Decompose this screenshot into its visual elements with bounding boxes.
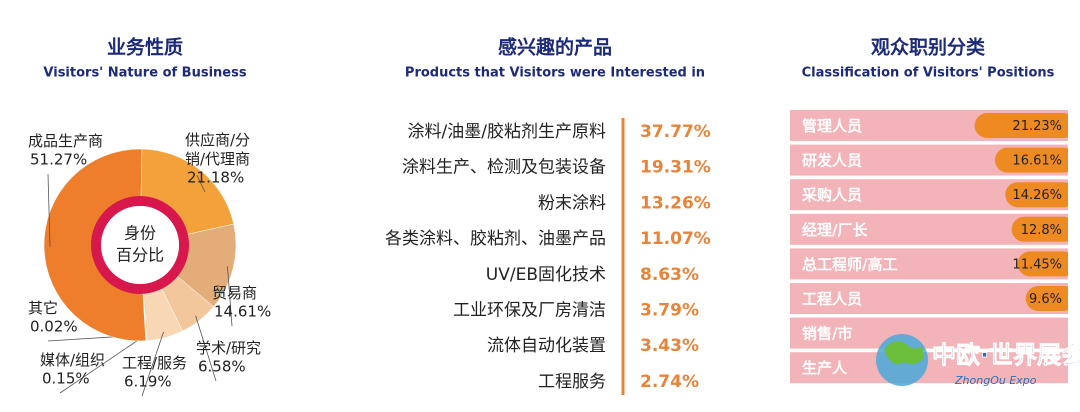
product-label: 工业环保及厂房清洁 [453, 301, 606, 321]
slice-label: 贸易商 [212, 284, 257, 302]
label-line: 媒体/组织 [40, 351, 105, 369]
product-label: 流体自动化装置 [487, 336, 606, 356]
watermark-subtitle: ZhongOu Expo [954, 374, 1037, 387]
slice-value: 0.02% [30, 318, 78, 336]
product-value: 37.77% [640, 122, 711, 142]
bar-value: 16.61% [1012, 154, 1062, 169]
product-value: 11.07% [640, 229, 711, 249]
bar-value: 11.45% [1012, 257, 1062, 272]
position-label: 管理人员 [802, 117, 862, 135]
label-line: 销/代理商 [185, 150, 250, 168]
bar [1005, 182, 1076, 208]
slice-label: 媒体/组织 [40, 351, 105, 369]
row-bg [790, 352, 1068, 384]
bar [1025, 286, 1076, 311]
leader-line [59, 334, 147, 394]
logo-land [884, 341, 924, 365]
label-line: 其它 [28, 299, 58, 317]
position-label: 总工程师/高工 [802, 255, 897, 273]
center-label: 百分比 [116, 246, 164, 265]
bar-value: 14.26% [1012, 188, 1062, 203]
subtitle: Visitors' Nature of Business [43, 66, 246, 81]
center-label: 身份 [124, 224, 156, 243]
slice-label: 工程/服务 [122, 354, 187, 372]
product-value: 8.63% [640, 265, 699, 285]
product-label: 工程服务 [538, 372, 606, 392]
slice-label: 学术/研究 [196, 339, 261, 357]
row-bg [790, 283, 1068, 314]
position-label: 销售/市 [802, 325, 852, 343]
slice-value: 6.19% [124, 373, 172, 391]
title: 观众职别分类 [871, 36, 985, 59]
label-line: 供应商/分 [185, 131, 250, 149]
leader-line [141, 331, 164, 397]
slice-value: 51.27% [30, 151, 87, 169]
bar [1011, 216, 1076, 242]
leader-line [227, 266, 233, 327]
product-value: 2.74% [640, 372, 699, 392]
bar-value: 21.23% [1012, 119, 1062, 134]
title: 业务性质 [107, 36, 183, 59]
bar-value: 9.6% [1029, 292, 1062, 307]
label-line: 学术/研究 [196, 339, 261, 357]
subtitle: Classification of Visitors' Positions [802, 66, 1055, 81]
product-value: 3.43% [640, 336, 699, 356]
leader-line [47, 173, 51, 247]
label-line: 贸易商 [212, 284, 257, 302]
slice-value: 21.18% [187, 169, 244, 187]
leader-line [196, 175, 206, 193]
product-value: 19.31% [640, 158, 711, 178]
slice-value: 0.15% [42, 370, 90, 388]
product-value: 13.26% [640, 193, 711, 213]
slice-label: 成品生产商 [28, 132, 103, 150]
leader-line [195, 315, 217, 382]
position-label: 采购人员 [801, 186, 862, 204]
product-value: 3.79% [640, 301, 699, 321]
slice-value: 14.61% [214, 303, 271, 321]
center [101, 206, 179, 284]
bar [1017, 251, 1076, 277]
bar [974, 113, 1076, 138]
slice-label: 其它 [28, 299, 58, 317]
ring [91, 196, 189, 294]
product-label: 粉末涂料 [538, 193, 606, 213]
position-label: 生产人 [802, 359, 848, 377]
bar-value: 12.8% [1021, 223, 1062, 238]
subtitle: Products that Visitors were Interested i… [405, 66, 705, 81]
product-label: 涂料/油墨/胶粘剂生产原料 [408, 122, 606, 142]
product-label: 涂料生产、检测及包装设备 [402, 158, 606, 178]
slice-label: 供应商/分销/代理商 [185, 131, 250, 168]
product-label: 各类涂料、胶粘剂、油墨产品 [385, 229, 606, 249]
slice-value: 6.58% [198, 358, 246, 376]
row-bg [790, 317, 1068, 349]
bar [994, 147, 1076, 173]
title: 感兴趣的产品 [498, 36, 612, 59]
label-line: 工程/服务 [122, 354, 187, 372]
edge-mask [1068, 100, 1080, 412]
position-label: 经理/厂长 [802, 221, 868, 239]
product-label: UV/EB固化技术 [486, 265, 606, 285]
label-line: 成品生产商 [28, 132, 103, 150]
position-label: 研发人员 [802, 152, 862, 170]
position-label: 工程人员 [802, 290, 862, 308]
watermark-title: 中欧·世界展会 [932, 341, 1080, 369]
